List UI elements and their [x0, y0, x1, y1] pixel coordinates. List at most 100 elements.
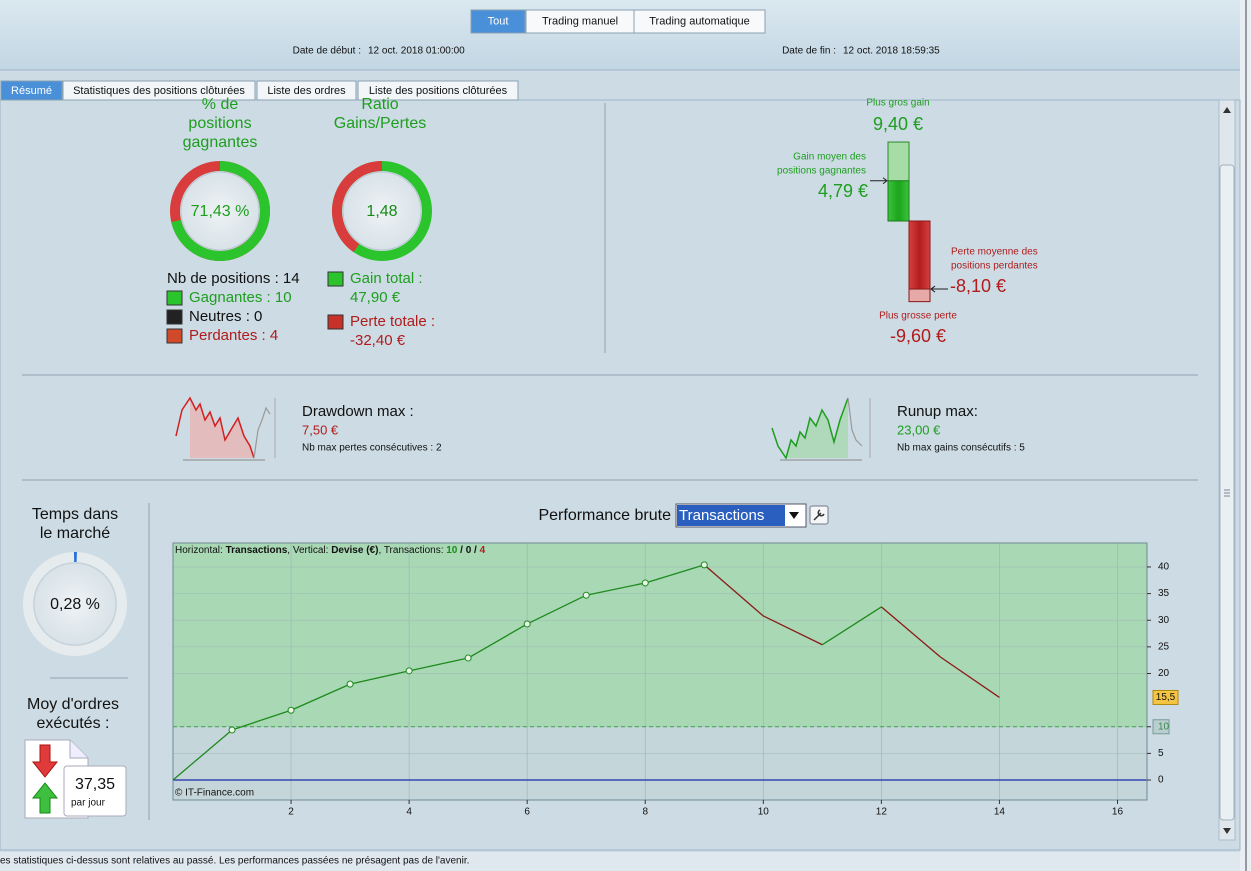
- end-value-label: 15,5: [1156, 692, 1176, 703]
- x-tick-label: 6: [524, 807, 530, 818]
- orders-title: exécutés :: [37, 715, 110, 732]
- gain-total-title: Gain total :: [350, 270, 423, 287]
- performance-segment: [467, 623, 528, 659]
- tab[interactable]: [0, 80, 63, 101]
- start-label: Date de début :: [293, 46, 361, 57]
- max-gain-title: Plus gros gain: [866, 98, 929, 109]
- avg-gain-bar: [887, 180, 910, 222]
- x-tick-label: 2: [288, 807, 294, 818]
- chart-title: Performance brute: [538, 507, 671, 524]
- runup-value: 23,00 €: [897, 422, 941, 437]
- market-time-value: 0,28 %: [50, 596, 100, 613]
- end-value-box: [1152, 689, 1179, 705]
- tab[interactable]: [357, 80, 519, 101]
- start-date: 12 oct. 2018 01:00:00: [368, 46, 465, 57]
- positions-wins: Gagnantes : 10: [189, 289, 292, 306]
- dropdown-arrow: [789, 512, 799, 519]
- performance-segment: [645, 564, 705, 584]
- tab-label: Statistiques des positions clôturées: [73, 85, 245, 97]
- x-tick-label: 12: [876, 807, 888, 818]
- y-tick-label: 20: [1158, 668, 1170, 679]
- performance-point: [287, 706, 295, 714]
- win-rate-hole: [180, 171, 260, 251]
- y-tick-label: 0: [1158, 775, 1164, 786]
- nav-button[interactable]: [470, 9, 526, 34]
- ratio-value: 1,48: [366, 203, 397, 220]
- ratio-title: Gains/Pertes: [334, 115, 426, 132]
- performance-point: [228, 726, 236, 734]
- tab-label: Liste des positions clôturées: [369, 85, 508, 97]
- chart-header-part: , Vertical:: [287, 545, 331, 556]
- win-rate-title: gagnantes: [183, 134, 258, 151]
- tab-label: Résumé: [11, 85, 52, 97]
- positions-losses: Perdantes : 4: [189, 327, 278, 344]
- avg-gain-title: Gain moyen des: [793, 152, 866, 163]
- market-time-title: Temps dans: [32, 506, 118, 523]
- scroll-grip: [1224, 489, 1230, 497]
- tab[interactable]: [256, 80, 357, 101]
- chart-header: Horizontal: Transactions, Vertical: Devi…: [175, 545, 486, 556]
- performance-point: [582, 591, 590, 599]
- nav-button-label: Tout: [488, 15, 509, 27]
- performance-segment: [763, 615, 823, 646]
- orders-title: Moy d'ordres: [27, 696, 119, 713]
- nav-button[interactable]: [633, 9, 766, 34]
- performance-segment: [290, 683, 351, 711]
- y-tick-label: 35: [1158, 588, 1170, 599]
- runup-icon: [771, 397, 871, 461]
- performance-segment: [586, 582, 646, 596]
- performance-segment: [526, 594, 587, 625]
- chart-header-part: , Transactions:: [378, 545, 446, 556]
- performance-point: [405, 667, 413, 675]
- ratio-loss-arc: [332, 161, 383, 253]
- orders-icon: [24, 739, 127, 819]
- max-loss-value: -9,60 €: [890, 326, 946, 346]
- y-tick-label: 25: [1158, 642, 1170, 653]
- performance-segment: [880, 606, 941, 658]
- plot-frame: [172, 542, 1148, 801]
- drawdown-icon: [175, 396, 276, 461]
- win-rate-title: positions: [188, 115, 251, 132]
- drawdown-note: Nb max pertes consécutives : 2: [302, 443, 442, 454]
- performance-segment: [821, 606, 882, 646]
- win-rate-arc: [171, 161, 270, 261]
- win-rate-title: % de: [202, 96, 239, 113]
- wrench-icon: [813, 509, 825, 521]
- runup-note: Nb max gains consécutifs : 5: [897, 443, 1025, 454]
- avg-gain-arrow: [870, 177, 888, 185]
- end-date: 12 oct. 2018 18:59:35: [843, 46, 940, 57]
- loss-total-title: Perte totale :: [350, 313, 435, 330]
- threshold-box: [1152, 719, 1170, 735]
- positions-neutral: Neutres : 0: [189, 308, 262, 325]
- ratio-hole: [342, 171, 422, 251]
- dropdown-value: Transactions: [679, 507, 764, 524]
- y-tick-label: 30: [1158, 615, 1170, 626]
- orders-value: 37,35: [75, 776, 115, 793]
- end-label: Date de fin :: [782, 46, 836, 57]
- status-text: es statistiques ci-dessus sont relatives…: [0, 856, 469, 867]
- avg-gain-title: positions gagnantes: [777, 166, 866, 177]
- x-tick-label: 8: [642, 807, 648, 818]
- dropdown-selection: [677, 505, 785, 526]
- performance-point: [641, 579, 649, 587]
- y-tick-label: 5: [1158, 748, 1164, 759]
- avg-loss-arrow: [930, 285, 948, 293]
- tab[interactable]: [62, 80, 256, 101]
- max-loss-title: Plus grosse perte: [879, 311, 957, 322]
- y-tick-label: 40: [1158, 562, 1170, 573]
- positions-total: Nb de positions : 14: [167, 270, 300, 287]
- chart-header-part: Transactions: [226, 545, 288, 556]
- avg-loss-title: positions perdantes: [951, 261, 1038, 272]
- chart-header-part: 0: [466, 545, 472, 556]
- performance-point: [700, 561, 708, 569]
- performance-segment: [408, 657, 469, 672]
- x-tick-label: 10: [758, 807, 770, 818]
- max-gain-value: 9,40 €: [873, 114, 923, 134]
- performance-point: [523, 620, 531, 628]
- performance-segment: [940, 656, 1000, 699]
- status-bar: [0, 852, 1240, 871]
- chart-credit: © IT-Finance.com: [175, 788, 254, 799]
- legend-swatch: [166, 328, 183, 344]
- chart-header-part: Devise (€): [331, 545, 378, 556]
- win-rate-value: 71,43 %: [191, 203, 250, 220]
